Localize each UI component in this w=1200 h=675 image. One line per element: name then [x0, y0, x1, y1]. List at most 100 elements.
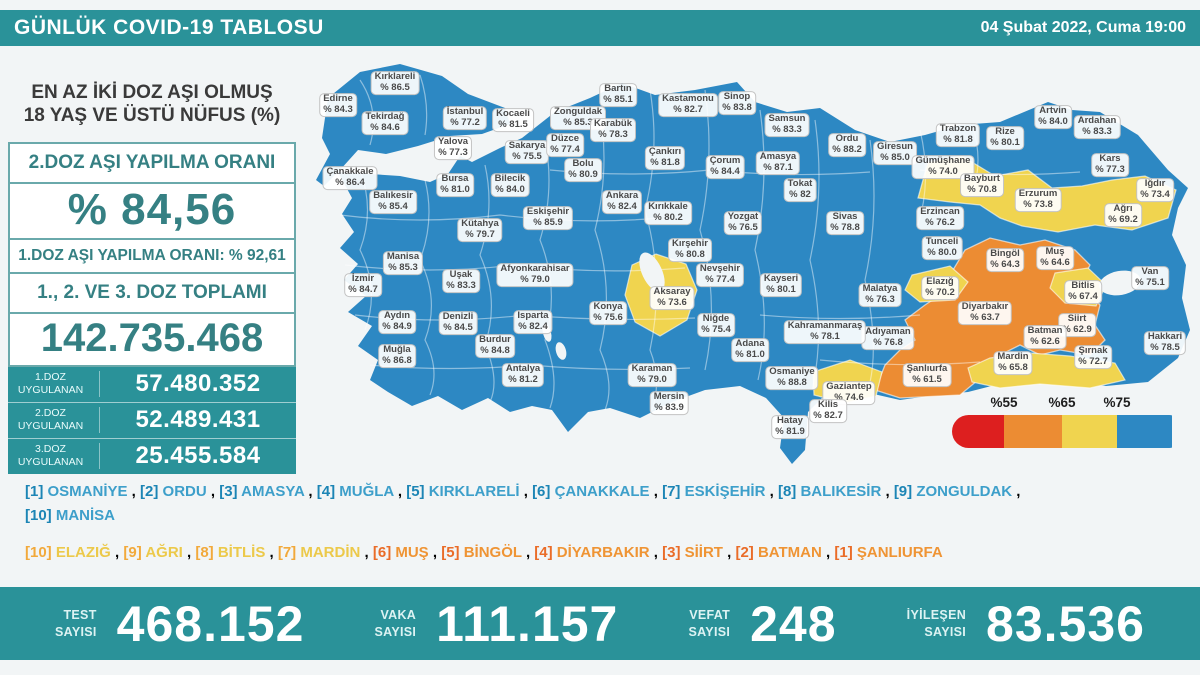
province-name: OSMANİYE [47, 483, 128, 500]
province-name: DİYARBAKIR [556, 544, 650, 561]
province-label: Şırnak% 72.7 [1074, 345, 1112, 369]
rank-number: [3] [219, 483, 242, 500]
province-label: Kars% 77.3 [1091, 153, 1129, 177]
rank-number: [5] [441, 544, 464, 561]
province-label: Yalova% 77.3 [433, 136, 473, 160]
province-label: Hatay% 81.9 [771, 415, 809, 439]
dose-table: 1.DOZ UYGULANAN 57.480.352 2.DOZ UYGULANAN 52… [8, 366, 296, 474]
province-label: Sakarya% 75.5 [504, 140, 550, 164]
province-label: Hakkari% 78.5 [1143, 331, 1187, 355]
dose-row-label: 2.DOZ UYGULANAN [8, 406, 100, 434]
province-label: Mersin% 83.9 [649, 391, 689, 415]
province-label: Sinop% 83.8 [718, 91, 756, 115]
dose2-rate-label: 2.DOZ AŞI YAPILMA ORANI [28, 151, 276, 173]
province-name: ÇANAKKALE [554, 483, 650, 500]
footer-stat: İYİLEŞEN SAYISI 83.536 [907, 595, 1145, 653]
dose2-rate-value: % 84,56 [10, 181, 294, 238]
province-label: Kilis% 82.7 [809, 399, 847, 423]
province-name: SİİRT [684, 544, 723, 561]
province-label: Rize% 80.1 [986, 126, 1024, 150]
province-label: Düzce% 77.4 [546, 133, 584, 157]
legend-tick-label: %65 [1048, 395, 1076, 410]
province-label: Çanakkale% 86.4 [322, 166, 378, 190]
province-name: ORDU [162, 483, 207, 500]
province-name: MARDİN [300, 544, 361, 561]
province-label: Balıkesir% 85.4 [369, 190, 417, 214]
province-label: Aksaray% 73.6 [649, 286, 695, 310]
province-label: Kırıkkale% 80.2 [644, 201, 692, 225]
legend-tick-label: %75 [1103, 395, 1131, 410]
province-label: Kastamonu% 82.7 [658, 93, 718, 117]
province-label: Şanlıurfa% 61.5 [902, 363, 952, 387]
province-name: KIRKLARELİ [428, 483, 520, 500]
province-label: Mardin% 65.8 [993, 351, 1033, 375]
dose-row-value: 25.455.584 [135, 442, 261, 470]
dose-table-row: 3.DOZ UYGULANAN 25.455.584 [8, 437, 296, 474]
province-label: Bitlis% 67.4 [1064, 280, 1102, 304]
total-doses-value: 142.735.468 [10, 311, 294, 365]
footer-stat-label: TEST SAYISI [55, 607, 97, 639]
province-name: ŞANLIURFA [856, 544, 943, 561]
rank-number: [1] [25, 483, 48, 500]
province-label: Bayburt% 70.8 [960, 173, 1004, 197]
province-name: ELAZIĞ [55, 544, 111, 561]
province-label: Antalya% 81.2 [501, 363, 545, 387]
province-label: Trabzon% 81.8 [935, 123, 981, 147]
province-label: Malatya% 76.3 [858, 283, 902, 307]
province-label: Diyarbakır% 63.7 [957, 301, 1013, 325]
province-name: AMASYA [241, 483, 305, 500]
province-name: ZONGULDAK [916, 483, 1013, 500]
rank-number: [6] [532, 483, 555, 500]
province-label: Siirt% 62.9 [1058, 313, 1096, 337]
province-label: Tekirdağ% 84.6 [361, 111, 409, 135]
province-label: Bursa% 81.0 [436, 173, 474, 197]
dose-row-value: 52.489.431 [135, 406, 261, 434]
province-label: Adıyaman% 76.8 [861, 326, 915, 350]
rank-number: [9] [893, 483, 917, 500]
province-label: Uşak% 83.3 [442, 269, 480, 293]
province-label: Tokat% 82 [783, 178, 817, 202]
legend-segment [1062, 415, 1117, 448]
province-label: Yozgat% 76.5 [723, 211, 763, 235]
legend-segment [952, 415, 1004, 448]
rank-number: [10] [25, 507, 56, 524]
province-label: Isparta% 82.4 [513, 310, 553, 334]
province-label: Kayseri% 80.1 [759, 273, 803, 297]
rank-number: [5] [406, 483, 429, 500]
footer-stat-value: 248 [750, 595, 837, 652]
legend-labels: %55 %65 %75 [952, 395, 1178, 415]
province-label: Burdur% 84.8 [475, 334, 515, 358]
footer-stat-value: 83.536 [986, 595, 1145, 652]
province-name: MANİSA [55, 507, 116, 524]
rank-number: [8] [777, 483, 801, 500]
province-label: Batman% 62.6 [1023, 325, 1067, 349]
legend-tick-label: %55 [990, 395, 1018, 410]
footer-stat: TEST SAYISI 468.152 [55, 595, 304, 653]
province-label: Konya% 75.6 [589, 301, 627, 325]
province-label: Ağrı% 69.2 [1104, 203, 1142, 227]
footer-stat-label: VAKA SAYISI [374, 607, 417, 639]
panel-title: EN AZ İKİ DOZ AŞI OLMUŞ 18 YAŞ VE ÜSTÜ N… [8, 82, 296, 128]
province-label: Bingöl% 64.3 [986, 248, 1024, 272]
province-label: Çankırı% 81.8 [644, 146, 686, 170]
rank-number: [4] [534, 544, 557, 561]
province-label: Edirne% 84.3 [319, 93, 357, 117]
province-label: Elazığ% 70.2 [921, 276, 959, 300]
rank-number: [2] [735, 544, 758, 561]
footer-stat-label: İYİLEŞEN SAYISI [906, 607, 967, 639]
footer-stat-value: 111.157 [436, 595, 619, 652]
dose1-rate-line: 1.DOZ AŞI YAPILMA ORANI: % 92,61 [10, 237, 294, 272]
province-label: Karaman% 79.0 [627, 363, 677, 387]
page-title: GÜNLÜK COVID-19 TABLOSU [14, 16, 324, 39]
province-label: Çorum% 84.4 [705, 155, 745, 179]
rank-number: [7] [662, 483, 685, 500]
province-name: MUŞ [395, 544, 429, 561]
province-label: Muğla% 86.8 [378, 344, 416, 368]
province-label: Aydın% 84.9 [378, 310, 416, 334]
province-name: BİTLİS [217, 544, 266, 561]
province-label: Kocaeli% 81.5 [492, 108, 534, 132]
province-label: Eskişehir% 85.9 [522, 206, 574, 230]
province-label: İstanbul% 77.2 [442, 106, 488, 130]
province-label: Artvin% 84.0 [1034, 105, 1072, 129]
